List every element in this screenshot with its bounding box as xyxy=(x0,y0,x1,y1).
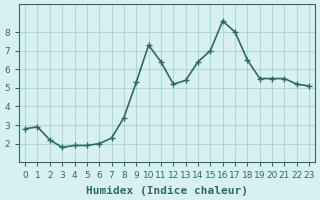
X-axis label: Humidex (Indice chaleur): Humidex (Indice chaleur) xyxy=(86,186,248,196)
